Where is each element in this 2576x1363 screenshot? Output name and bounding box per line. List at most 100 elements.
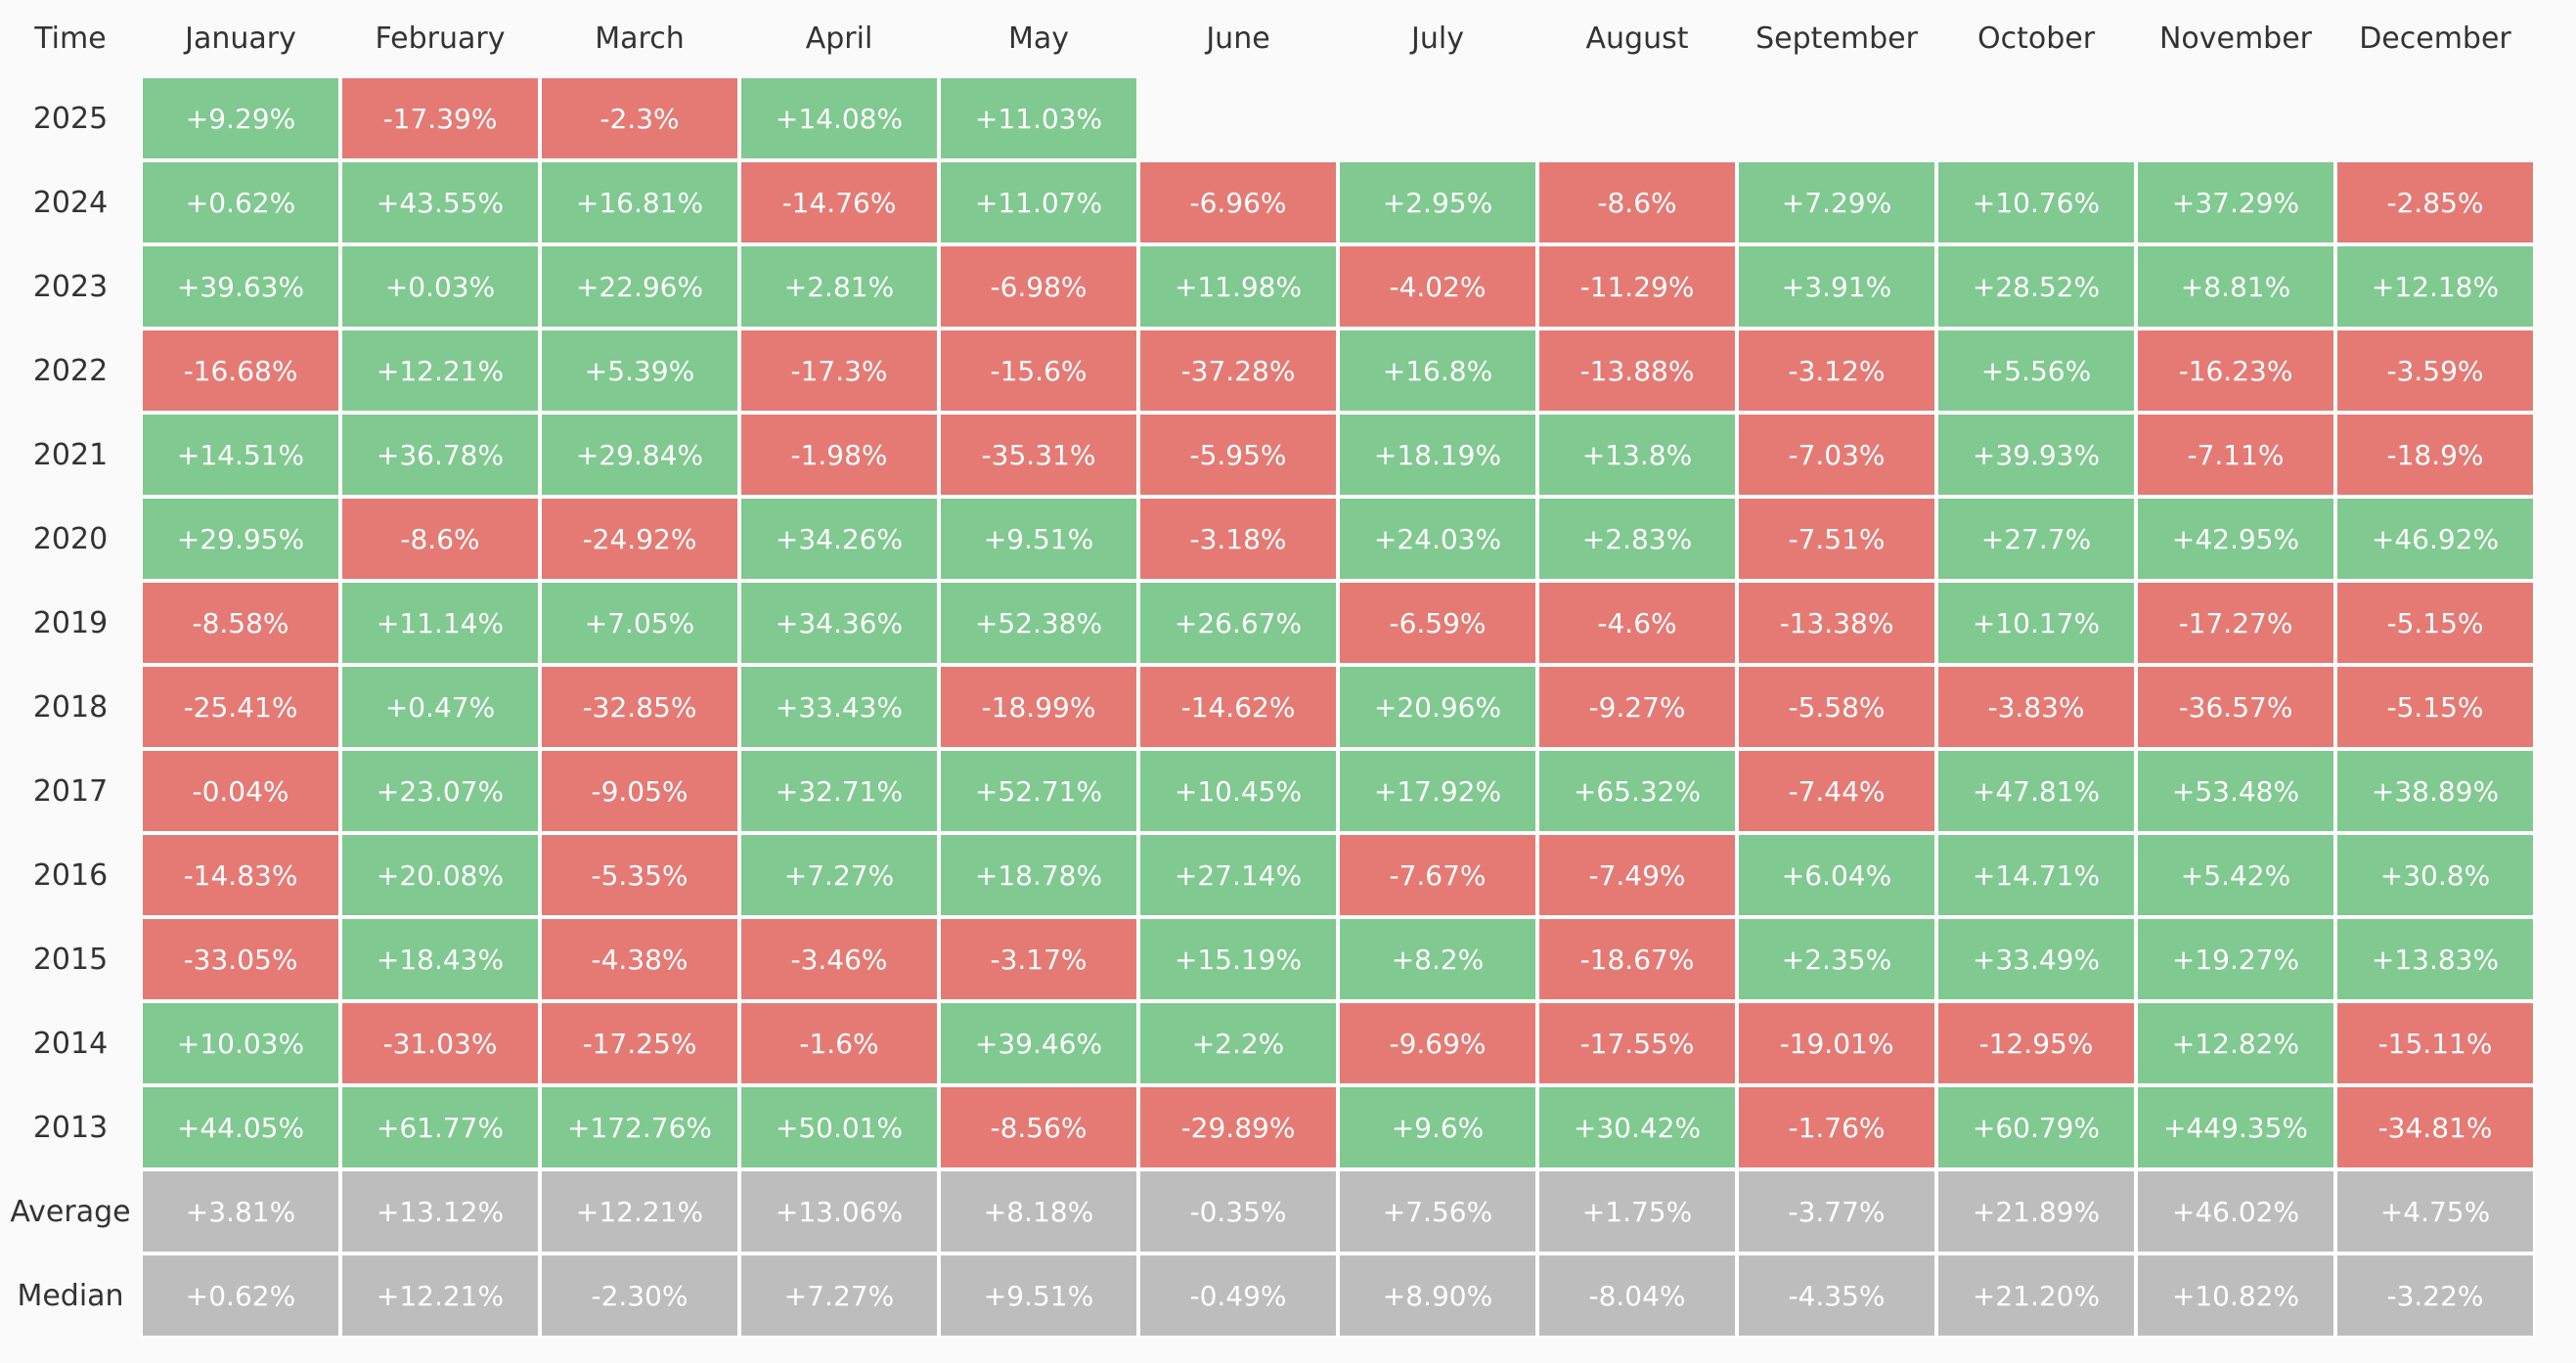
return-cell: -14.62% [1138, 665, 1338, 749]
summary-cell: -3.77% [1737, 1169, 1936, 1253]
return-cell: +60.79% [1936, 1085, 2136, 1169]
return-cell: -17.27% [2136, 581, 2335, 665]
return-cell: +11.14% [340, 581, 540, 665]
return-cell: -15.6% [939, 329, 1138, 413]
return-cell: -9.27% [1537, 665, 1737, 749]
return-cell: +30.8% [2335, 833, 2535, 917]
return-cell: +16.81% [540, 160, 739, 244]
return-cell: -8.58% [141, 581, 340, 665]
summary-cell: +3.81% [141, 1169, 340, 1253]
return-cell: -14.83% [141, 833, 340, 917]
summary-cell: +8.90% [1338, 1253, 1537, 1338]
return-cell: +172.76% [540, 1085, 739, 1169]
return-cell: -2.3% [540, 76, 739, 160]
row-label: 2014 [32, 1026, 109, 1061]
return-cell: +52.71% [939, 749, 1138, 833]
return-cell: -1.6% [739, 1001, 939, 1085]
return-cell: -3.18% [1138, 497, 1338, 581]
summary-cell: +4.75% [2335, 1169, 2535, 1253]
return-cell: +33.49% [1936, 917, 2136, 1001]
return-cell: -14.76% [739, 160, 939, 244]
row-label: 2023 [32, 269, 109, 304]
return-cell: +34.36% [739, 581, 939, 665]
return-cell: +7.27% [739, 833, 939, 917]
return-cell: -6.96% [1138, 160, 1338, 244]
return-cell: -13.38% [1737, 581, 1936, 665]
row-label: 2022 [32, 353, 109, 388]
return-cell: -3.12% [1737, 329, 1936, 413]
return-cell: -3.83% [1936, 665, 2136, 749]
return-cell: +50.01% [739, 1085, 939, 1169]
return-cell: +5.42% [2136, 833, 2335, 917]
return-cell: -1.98% [739, 413, 939, 497]
return-cell: +9.6% [1338, 1085, 1537, 1169]
return-cell: +14.71% [1936, 833, 2136, 917]
return-cell: -7.51% [1737, 497, 1936, 581]
summary-cell: -0.35% [1138, 1169, 1338, 1253]
return-cell: -8.6% [1537, 160, 1737, 244]
summary-cell: -0.49% [1138, 1253, 1338, 1338]
return-cell: +18.43% [340, 917, 540, 1001]
row-label: 2024 [32, 185, 109, 220]
return-cell: -7.44% [1737, 749, 1936, 833]
row-label: 2021 [32, 437, 109, 472]
return-cell: +2.95% [1338, 160, 1537, 244]
return-cell: -8.56% [939, 1085, 1138, 1169]
summary-cell: +46.02% [2136, 1169, 2335, 1253]
return-cell: -9.69% [1338, 1001, 1537, 1085]
return-cell: +33.43% [739, 665, 939, 749]
summary-cell: +0.62% [141, 1253, 340, 1338]
return-cell: +12.82% [2136, 1001, 2335, 1085]
return-cell: +6.04% [1737, 833, 1936, 917]
return-cell: +11.03% [939, 76, 1138, 160]
return-cell: -5.15% [2335, 665, 2535, 749]
row-label: Median [17, 1278, 124, 1313]
return-cell: +24.03% [1338, 497, 1537, 581]
row-label: 2019 [32, 605, 109, 640]
return-cell: -12.95% [1936, 1001, 2136, 1085]
return-cell: +53.48% [2136, 749, 2335, 833]
return-cell: +23.07% [340, 749, 540, 833]
column-header: April [805, 21, 873, 56]
return-cell: -5.58% [1737, 665, 1936, 749]
return-cell: +10.17% [1936, 581, 2136, 665]
return-cell: -13.88% [1537, 329, 1737, 413]
row-label: 2020 [32, 521, 109, 556]
return-cell: +0.03% [340, 244, 540, 329]
row-label: 2025 [32, 101, 109, 136]
return-cell: -36.57% [2136, 665, 2335, 749]
return-cell: +12.18% [2335, 244, 2535, 329]
return-cell: -4.02% [1338, 244, 1537, 329]
return-cell: +20.96% [1338, 665, 1537, 749]
column-header: August [1585, 21, 1689, 56]
return-cell: +14.08% [739, 76, 939, 160]
row-label: 2018 [32, 689, 109, 725]
return-cell: +10.03% [141, 1001, 340, 1085]
return-cell: -4.38% [540, 917, 739, 1001]
column-header: February [375, 21, 506, 56]
return-cell: -24.92% [540, 497, 739, 581]
return-cell: -7.67% [1338, 833, 1537, 917]
return-cell: +28.52% [1936, 244, 2136, 329]
return-cell: +14.51% [141, 413, 340, 497]
column-header: November [2158, 21, 2313, 56]
summary-cell: -3.22% [2335, 1253, 2535, 1338]
return-cell: -34.81% [2335, 1085, 2535, 1169]
return-cell: -33.05% [141, 917, 340, 1001]
return-cell: -3.46% [739, 917, 939, 1001]
return-cell: -6.59% [1338, 581, 1537, 665]
return-cell: -5.15% [2335, 581, 2535, 665]
return-cell: +16.8% [1338, 329, 1537, 413]
return-cell: -18.67% [1537, 917, 1737, 1001]
return-cell: +20.08% [340, 833, 540, 917]
return-cell: -35.31% [939, 413, 1138, 497]
summary-cell: +7.56% [1338, 1169, 1537, 1253]
return-cell: +449.35% [2136, 1085, 2335, 1169]
summary-cell: +7.27% [739, 1253, 939, 1338]
return-cell: +38.89% [2335, 749, 2535, 833]
return-cell: +27.7% [1936, 497, 2136, 581]
column-header: March [595, 21, 685, 56]
column-header: December [2359, 21, 2511, 56]
return-cell: -11.29% [1537, 244, 1737, 329]
return-cell: +2.83% [1537, 497, 1737, 581]
